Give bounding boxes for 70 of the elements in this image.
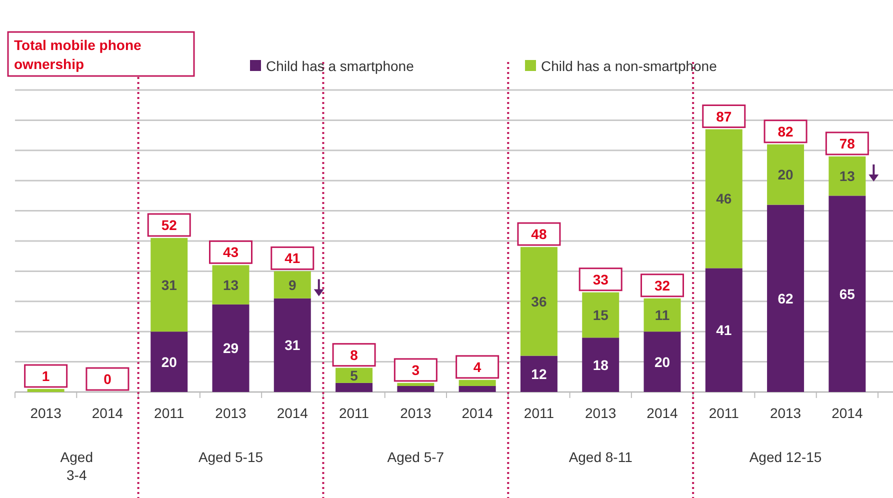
bar [212, 304, 250, 392]
total-label: 33 [592, 271, 609, 288]
data-label: 41 [716, 322, 732, 338]
data-label: 18 [592, 356, 609, 373]
x-tick-label: 2013 [400, 405, 432, 421]
bar [397, 386, 434, 392]
x-tick-label: 2014 [832, 405, 863, 421]
data-label: 31 [161, 276, 178, 293]
data-label: 12 [531, 366, 547, 382]
total-label: 43 [222, 244, 239, 260]
bar [336, 382, 373, 392]
data-label: 20 [161, 354, 178, 370]
text: Aged 5-15 [198, 449, 264, 465]
data-label: 5 [350, 367, 358, 384]
bar [27, 388, 64, 392]
total-label: 82 [778, 123, 794, 140]
data-label: 46 [716, 190, 732, 207]
x-tick-label: 2013 [770, 405, 802, 421]
data-label: 9 [288, 276, 296, 293]
total-label: 52 [161, 216, 178, 233]
data-label: 11 [654, 306, 670, 323]
bar [520, 356, 558, 392]
data-label: 31 [284, 337, 300, 354]
data-label: 20 [778, 166, 794, 183]
x-tick-label: 2014 [276, 405, 308, 421]
total-label: 48 [531, 226, 547, 242]
data-label: 65 [839, 286, 856, 302]
bar [644, 332, 681, 392]
total-label: 3 [412, 362, 420, 378]
bar [828, 196, 866, 392]
bar [150, 332, 188, 392]
legend-label: Child has a non-smartphone [541, 58, 718, 74]
text: Aged 8-11 [568, 449, 633, 465]
text: Aged 12-15 [749, 449, 822, 465]
x-tick-label: 2014 [462, 405, 494, 421]
bar [767, 204, 804, 392]
data-label: 13 [222, 276, 239, 293]
text: Aged 3-4 [60, 449, 93, 483]
data-label: 29 [222, 340, 239, 356]
bar [397, 382, 434, 386]
bar [705, 268, 742, 392]
x-tick-label: 2011 [524, 405, 554, 421]
x-tick-label: 2014 [646, 405, 678, 421]
total-label: 8 [350, 346, 358, 363]
total-label: 87 [716, 108, 732, 124]
total-label: 4 [473, 358, 482, 375]
total-label: 1 [42, 368, 50, 384]
data-label: 15 [592, 306, 609, 323]
x-tick-label: 2011 [154, 405, 184, 421]
text: Aged 5-7 [387, 449, 444, 465]
bar [274, 298, 311, 392]
x-tick-label: 2011 [338, 405, 370, 421]
bar [458, 386, 496, 392]
total-label: 0 [104, 371, 112, 387]
bar [458, 380, 496, 386]
data-label: 20 [654, 354, 670, 370]
total-label: 41 [284, 250, 300, 266]
data-label: 36 [531, 293, 547, 310]
x-tick-label: 2014 [92, 405, 124, 421]
total-label: 32 [654, 277, 670, 294]
total-label: 78 [839, 135, 856, 152]
data-label: 62 [778, 290, 794, 306]
x-tick-label: 2011 [708, 405, 740, 421]
data-label: 13 [839, 168, 856, 184]
x-tick-label: 2013 [215, 405, 247, 421]
text: Total mobile phone ownership [14, 37, 142, 72]
bar [582, 338, 620, 392]
x-tick-label: 2013 [585, 405, 616, 421]
legend-label: Child has a smartphone [266, 58, 414, 74]
x-tick-label: 2013 [30, 405, 62, 421]
